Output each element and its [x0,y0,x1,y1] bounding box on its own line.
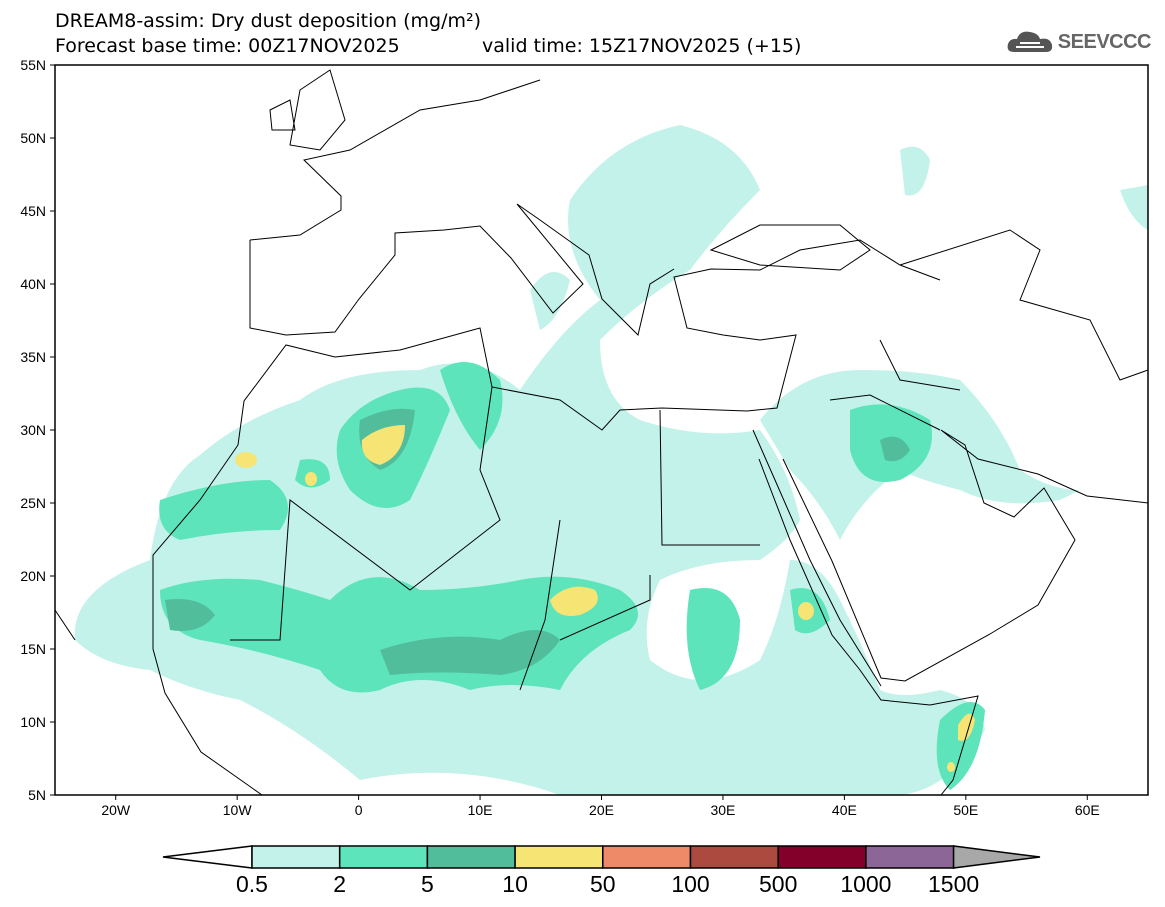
colorbar-swatch [514,845,604,869]
lat-label: 45N [20,203,46,219]
colorbar-swatch [777,845,867,869]
colorbar-swatch [602,845,692,869]
lon-label: 20W [101,802,131,818]
logo-text: SEEVCCC [1057,30,1152,53]
colorbar-swatch [865,845,955,869]
colorbar: 0.5 2 5 10 50 100 500 1000 1500 [162,845,1041,897]
base-time: Forecast base time: 00Z17NOV2025 [55,35,400,57]
colorbar-label: 1500 [928,871,979,897]
lat-label: 25N [20,495,46,511]
lon-label: 30E [710,802,735,818]
lat-label: 5N [28,787,46,803]
lat-label: 30N [20,422,46,438]
cloud-icon [1007,31,1052,52]
colorbar-label: 10 [502,871,528,897]
lon-label: 0 [355,802,363,818]
lon-label: 10E [468,802,493,818]
colorbar-label: 500 [759,871,797,897]
lat-label: 55N [20,57,46,73]
colorbar-swatch [251,845,341,869]
dust-fields [55,69,1148,795]
lon-label: 40E [832,802,857,818]
lon-label: 60E [1075,802,1100,818]
lon-label: 50E [953,802,978,818]
lat-label: 40N [20,276,46,292]
title-line: DREAM8-assim: Dry dust deposition (mg/m²… [55,10,482,32]
lat-label: 15N [20,641,46,657]
colorbar-label: 100 [671,871,709,897]
lat-label: 35N [20,349,46,365]
colorbar-swatch [689,845,779,869]
colorbar-label: 0.5 [236,871,268,897]
colorbar-swatch [426,845,516,869]
colorbar-label: 50 [590,871,616,897]
colorbar-label: 5 [421,871,434,897]
colorbar-swatch [338,845,429,869]
colorbar-under-arrow [162,845,253,869]
seevccc-logo: SEEVCCC [1006,28,1152,56]
axis-ticks: 55N 50N 45N 40N 35N 30N 25N 20N 15N 10N 5N 20W 10W 0 1… [20,57,1099,818]
colorbar-label: 2 [333,871,346,897]
lon-label: 10W [223,802,253,818]
level-10-50 [235,425,975,772]
lat-label: 10N [20,714,46,730]
lat-label: 50N [20,130,46,146]
lat-label: 20N [20,568,46,584]
valid-time: valid time: 15Z17NOV2025 (+15) [482,35,802,57]
lon-label: 20E [589,802,614,818]
colorbar-over-arrow [952,845,1041,869]
colorbar-label: 1000 [840,871,891,897]
coastlines-borders [55,69,1148,795]
